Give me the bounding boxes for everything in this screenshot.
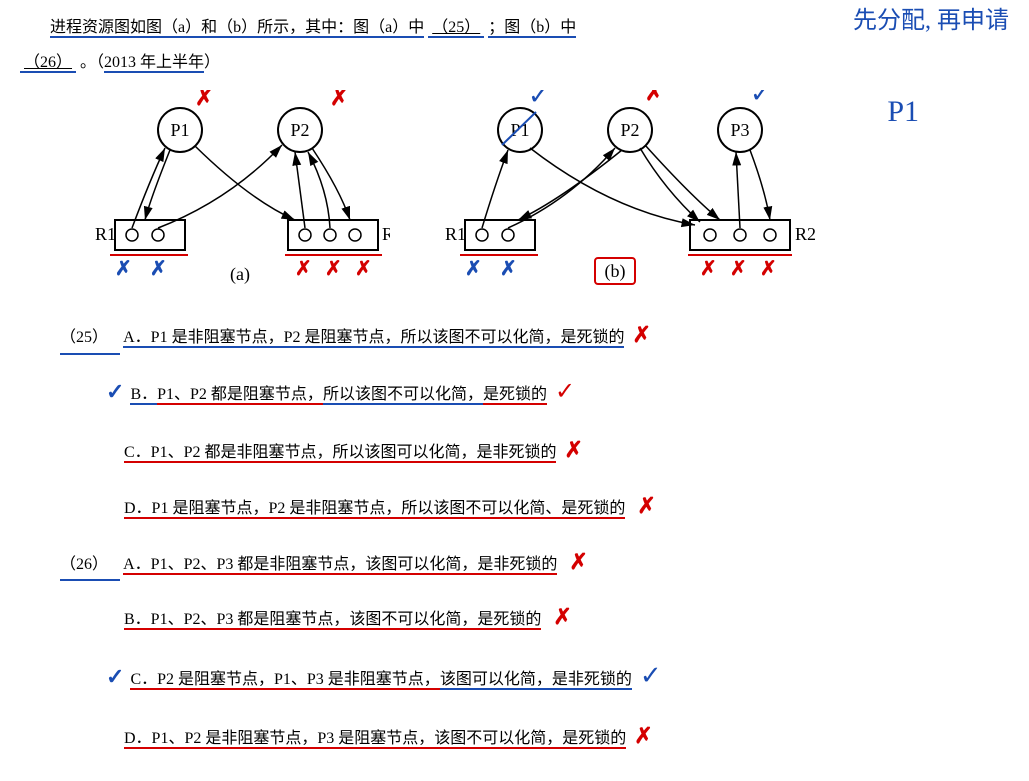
svg-text:✗: ✗ <box>730 258 747 280</box>
q26-c-part2: 该图可以化简，是非死锁的 <box>440 671 632 690</box>
wrong-mark-icon: ✗ <box>634 723 652 748</box>
q26-option-d: D．P1、P2 是非阻塞节点，P3 是阻塞节点，该图不可以化简，是死锁的 ✗ <box>60 716 1009 756</box>
q25-d-text: D．P1 是阻塞节点，P2 是非阻塞节点，所以该图不可以化简、是死锁的 <box>124 500 625 519</box>
svg-text:✗: ✗ <box>325 258 342 280</box>
node-p1-label: P1 <box>170 120 189 140</box>
correct-mark-icon: ✓ <box>640 661 662 690</box>
q26-option-c: ✓ C．P2 是阻塞节点，P1、P3 是非阻塞节点，该图可以化简，是非死锁的 ✓ <box>60 653 1009 700</box>
options-block: （25） A．P1 是非阻塞节点，P2 是阻塞节点，所以该图不可以化简，是死锁的… <box>60 315 1009 755</box>
blank-25: （25） <box>428 19 484 38</box>
diagram-b: P1 P2 P3 R1 R2 ( <box>430 90 830 295</box>
stem-part1: 进程资源图如图（a）和（b）所示，其中：图（a）中 <box>50 19 424 38</box>
q25-b-part2: P1、P2 都是阻塞节点， <box>157 386 323 405</box>
stem-close: ） <box>204 54 220 71</box>
blank-26: （26） <box>20 54 76 73</box>
handwritten-note-topright: 先分配, 再申请 <box>853 6 1009 37</box>
q25-b-part4: 是死锁的 <box>483 386 547 405</box>
q25-a-text: A．P1 是非阻塞节点，P2 是阻塞节点，所以该图不可以化简，是死锁的 <box>123 329 624 348</box>
q25-option-c: C．P1、P2 都是非阻塞节点，所以该图可以化简，是非死锁的 ✗ <box>60 430 1009 470</box>
svg-text:✗: ✗ <box>295 258 312 280</box>
note-p1-text: P1 <box>887 95 919 128</box>
svg-text:✗: ✗ <box>195 90 213 110</box>
q25-num: （25） <box>60 324 120 355</box>
q26-a-text: A．P1、P2、P3 都是非阻塞节点，该图可以化简，是非死锁的 <box>123 556 557 575</box>
q25-b-part1: B． <box>130 386 157 405</box>
svg-text:(b): (b) <box>605 261 626 282</box>
svg-text:✗: ✗ <box>500 258 517 280</box>
q25-b-part3: 所以该图不可以化简， <box>323 386 483 405</box>
q25-c-text: C．P1、P2 都是非阻塞节点，所以该图可以化简，是非死锁的 <box>124 444 556 463</box>
diagrams-container: P1 P2 R1 R2 (a) ✗ ✗ <box>70 90 1009 295</box>
node-r1-label: R1 <box>95 224 116 244</box>
wrong-mark-icon: ✗ <box>632 322 650 347</box>
wrong-mark-icon: ✗ <box>553 604 571 629</box>
correct-mark-icon: ✓ <box>555 379 575 405</box>
svg-text:✗: ✗ <box>355 258 372 280</box>
svg-text:✗: ✗ <box>760 258 777 280</box>
wrong-mark-icon: ✗ <box>637 493 655 518</box>
svg-text:P3: P3 <box>730 120 749 140</box>
diagram-a: P1 P2 R1 R2 (a) ✗ ✗ <box>70 90 390 295</box>
svg-text:✗: ✗ <box>115 258 132 280</box>
hand-tick-b: ✓ <box>106 379 124 404</box>
diagram-a-label: (a) <box>230 264 250 285</box>
svg-text:✗: ✗ <box>150 258 167 280</box>
q25-option-d: D．P1 是阻塞节点，P2 是非阻塞节点，所以该图不可以化简、是死锁的 ✗ <box>60 486 1009 526</box>
svg-text:✗: ✗ <box>465 258 482 280</box>
svg-text:P1: P1 <box>510 120 529 140</box>
q26-option-a: （26） A．P1、P2、P3 都是非阻塞节点，该图可以化简，是非死锁的 ✗ <box>60 542 1009 582</box>
stem-year: 2013 年上半年 <box>104 54 204 73</box>
stem-part2: ；图（b）中 <box>488 19 576 38</box>
svg-text:R2: R2 <box>795 224 816 244</box>
q26-b-text: B．P1、P2、P3 都是阻塞节点，该图不可以化简，是死锁的 <box>124 611 541 630</box>
node-p2-label: P2 <box>290 120 309 140</box>
svg-text:✗: ✗ <box>330 90 348 110</box>
svg-text:✓: ✓ <box>528 90 550 110</box>
hand-tick-c: ✓ <box>106 664 124 689</box>
q26-d-text: D．P1、P2 是非阻塞节点，P3 是阻塞节点，该图不可以化简，是死锁的 <box>124 730 626 749</box>
q25-option-a: （25） A．P1 是非阻塞节点，P2 是阻塞节点，所以该图不可以化简，是死锁的… <box>60 315 1009 355</box>
svg-text:R1: R1 <box>445 224 466 244</box>
diagram-a-svg: P1 P2 R1 R2 (a) ✗ ✗ <box>70 90 390 290</box>
handwritten-note-p1: P1 <box>887 95 919 129</box>
q26-option-b: B．P1、P2、P3 都是阻塞节点，该图不可以化简，是死锁的 ✗ <box>60 597 1009 637</box>
note-text: 先分配, 再申请 <box>853 8 1009 34</box>
node-r2-label: R2 <box>382 224 390 244</box>
q26-num: （26） <box>60 551 120 582</box>
wrong-mark-icon: ✗ <box>569 549 587 574</box>
wrong-mark-icon: ✗ <box>564 437 582 462</box>
svg-text:✗: ✗ <box>645 90 663 105</box>
svg-text:✓: ✓ <box>750 90 772 108</box>
stem-period: 。（ <box>80 54 104 71</box>
q25-option-b: ✓ B．P1、P2 都是阻塞节点，所以该图不可以化简，是死锁的 ✓ <box>60 371 1009 414</box>
diagram-b-svg: P1 P2 P3 R1 R2 ( <box>430 90 830 290</box>
svg-text:P2: P2 <box>620 120 639 140</box>
svg-text:✗: ✗ <box>700 258 717 280</box>
q26-c-part1: C．P2 是阻塞节点，P1、P3 是非阻塞节点， <box>130 671 439 690</box>
